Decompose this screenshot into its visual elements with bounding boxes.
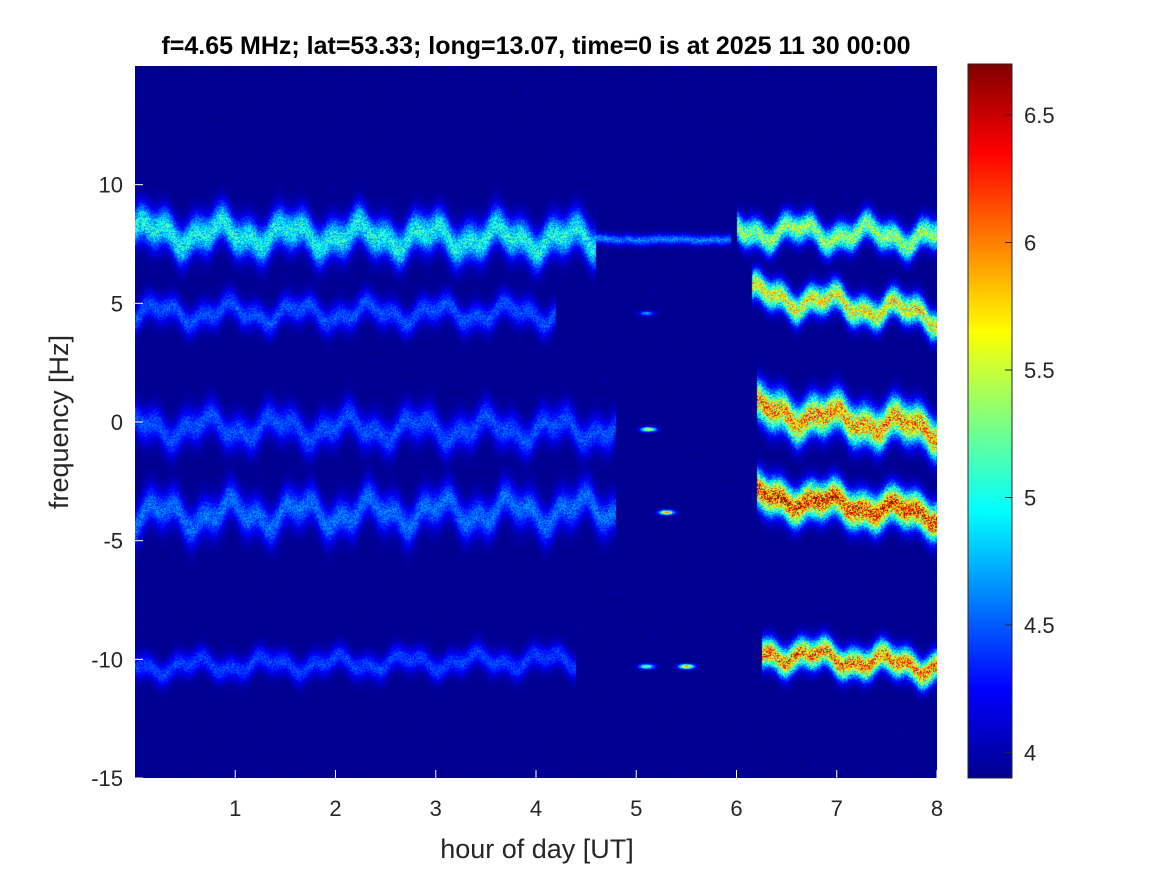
- x-axis-label: hour of day [UT]: [440, 834, 634, 864]
- y-tick-label: -5: [103, 529, 123, 554]
- y-tick-label: 0: [111, 410, 123, 435]
- colorbar-tick-label: 4.5: [1024, 613, 1055, 638]
- x-tick-label: 4: [530, 796, 542, 821]
- heatmap-image: [135, 66, 937, 778]
- colorbar-tick-label: 5.5: [1024, 358, 1055, 383]
- colorbar: 4 4.5 5 5.5 6 6.5: [967, 63, 1055, 779]
- x-tick-label: 2: [329, 796, 341, 821]
- colorbar-tick-label: 6.5: [1024, 103, 1055, 128]
- colorbar-tick-label: 4: [1024, 741, 1036, 766]
- x-axis: 1 2 3 4 5 6 7 8: [229, 770, 943, 821]
- x-tick-label: 1: [229, 796, 241, 821]
- x-tick-label: 5: [630, 796, 642, 821]
- y-tick-label: 10: [99, 173, 123, 198]
- colorbar-tick-label: 5: [1024, 486, 1036, 511]
- plot-area: [135, 66, 937, 778]
- y-tick-label: 5: [111, 291, 123, 316]
- chart-title: f=4.65 MHz; lat=53.33; long=13.07, time=…: [161, 32, 910, 60]
- y-tick-label: -15: [91, 766, 123, 791]
- y-axis-label: frequency [Hz]: [44, 335, 74, 509]
- colorbar-tick-label: 6: [1024, 231, 1036, 256]
- x-tick-label: 3: [430, 796, 442, 821]
- x-tick-label: 6: [730, 796, 742, 821]
- x-tick-label: 8: [931, 796, 943, 821]
- x-tick-label: 7: [831, 796, 843, 821]
- y-axis: -15 -10 -5 0 5 10: [91, 173, 143, 791]
- y-tick-label: -10: [91, 647, 123, 672]
